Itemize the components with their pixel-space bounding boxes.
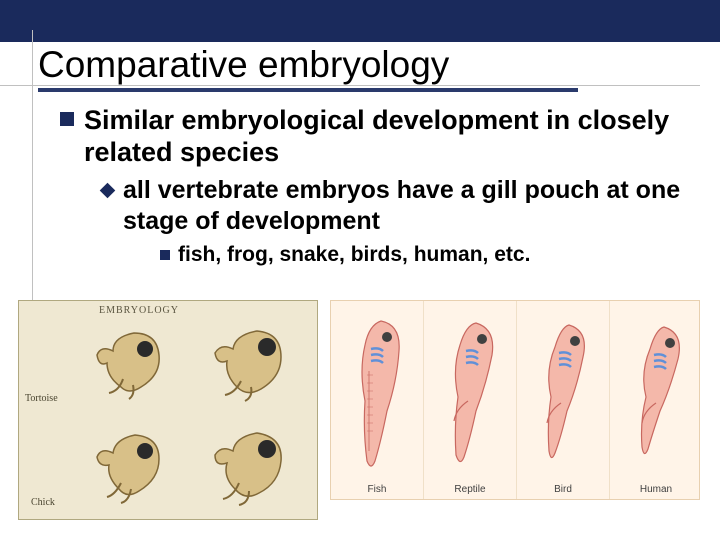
bird-embryo-icon <box>517 301 609 481</box>
fish-label: Fish <box>331 484 423 495</box>
bird-label: Bird <box>517 484 609 495</box>
col-bird: Bird <box>517 301 610 499</box>
human-label: Human <box>610 484 702 495</box>
bullet-level1: Similar embryological development in clo… <box>60 104 690 169</box>
col-fish: Fish <box>331 301 424 499</box>
tortoise-embryo-1 <box>79 315 179 401</box>
bullet-level2: all vertebrate embryos have a gill pouch… <box>102 175 690 238</box>
col-human: Human <box>610 301 702 499</box>
header-band <box>0 0 720 42</box>
chick-embryo-2 <box>199 419 299 505</box>
reptile-embryo-icon <box>424 301 516 481</box>
square-bullet-small-icon <box>160 250 170 260</box>
col-reptile: Reptile <box>424 301 517 499</box>
bullet1-text: Similar embryological development in clo… <box>84 104 690 169</box>
crosshair-horizontal <box>0 85 700 86</box>
fish-embryo-icon <box>331 301 423 481</box>
left-embryology-panel: EMBRYOLOGY Tortoise Chick <box>18 300 318 520</box>
chick-label: Chick <box>31 497 55 508</box>
subsub1-text: fish, frog, snake, birds, human, etc. <box>178 243 530 267</box>
diamond-bullet-icon <box>100 183 116 199</box>
reptile-label: Reptile <box>424 484 516 495</box>
sub1-text: all vertebrate embryos have a gill pouch… <box>123 175 690 238</box>
bullet-level3: fish, frog, snake, birds, human, etc. <box>160 243 690 267</box>
title-region: Comparative embryology <box>0 42 720 92</box>
content-region: Similar embryological development in clo… <box>0 92 720 267</box>
square-bullet-icon <box>60 112 74 126</box>
chick-embryo-1 <box>79 419 179 505</box>
tortoise-label: Tortoise <box>25 393 58 404</box>
tortoise-embryo-2 <box>199 315 299 401</box>
right-embryology-panel: Fish Reptile Bird <box>330 300 700 500</box>
human-embryo-icon <box>610 301 702 481</box>
figures-row: EMBRYOLOGY Tortoise Chick <box>18 300 700 520</box>
